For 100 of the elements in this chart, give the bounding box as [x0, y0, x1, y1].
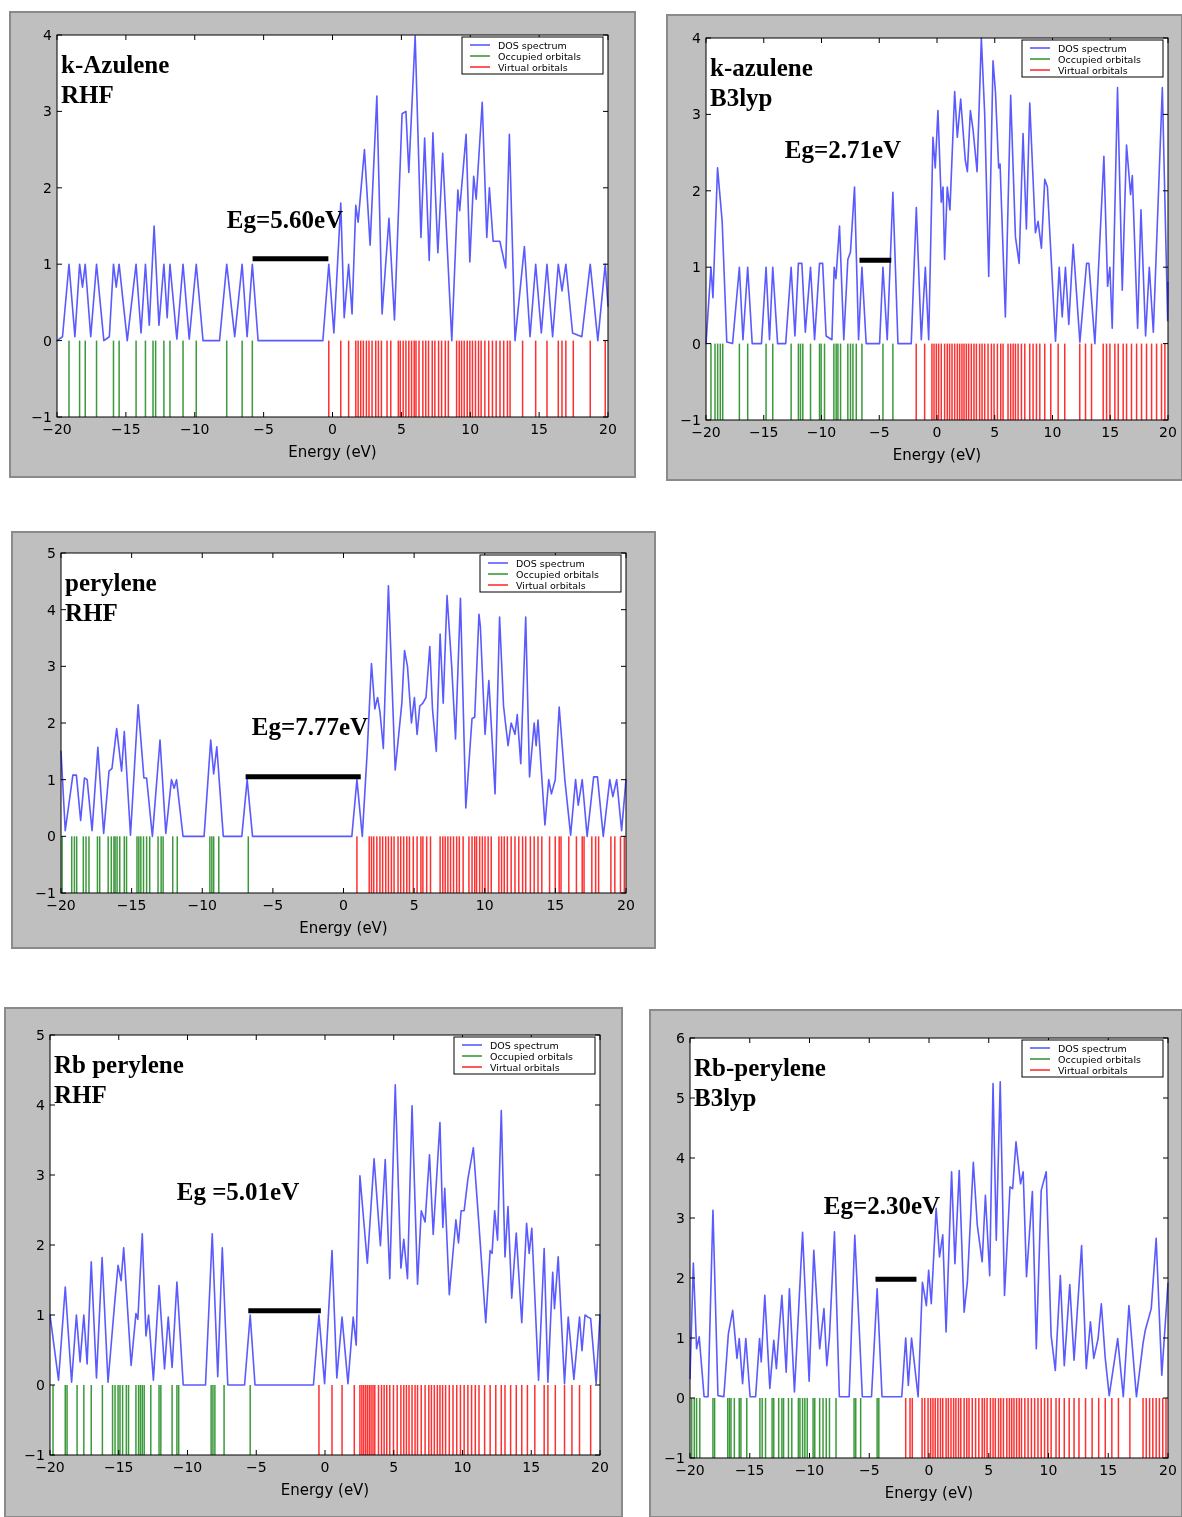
annotation: Eg=7.77eV — [251, 713, 369, 740]
y-tick-label: 4 — [43, 27, 53, 43]
x-tick-label: 20 — [591, 1459, 609, 1475]
x-tick-label: 20 — [599, 421, 617, 437]
y-tick-label: 0 — [676, 1390, 685, 1406]
legend-label: Virtual orbitals — [1058, 64, 1128, 76]
x-tick-label: 20 — [617, 897, 635, 913]
text: B3lyp — [694, 1084, 757, 1111]
text: RHF — [61, 81, 114, 108]
y-tick-label: 1 — [36, 1307, 45, 1323]
y-tick-label: 1 — [676, 1330, 685, 1346]
legend-label: Virtual orbitals — [498, 61, 568, 73]
x-tick-label: 15 — [522, 1459, 541, 1475]
legend-label: Occupied orbitals — [490, 1050, 574, 1062]
x-tick-label: 15 — [1101, 424, 1120, 440]
x-tick-label: 10 — [1039, 1462, 1058, 1478]
x-axis-title: Energy (eV) — [299, 919, 388, 937]
x-tick-label: 20 — [1159, 424, 1177, 440]
y-tick-label: 3 — [692, 106, 701, 123]
x-tick-label: 15 — [530, 421, 549, 437]
x-tick-label: −10 — [179, 421, 210, 437]
x-tick-label: 10 — [461, 421, 480, 437]
y-tick-label: 3 — [676, 1210, 685, 1226]
y-tick-label: 5 — [676, 1090, 685, 1106]
x-tick-label: −10 — [172, 1459, 203, 1475]
legend-label: Virtual orbitals — [1058, 1064, 1128, 1076]
x-tick-label: −15 — [103, 1459, 134, 1475]
x-tick-label: −10 — [794, 1462, 825, 1478]
y-tick-label: 5 — [47, 545, 56, 561]
y-tick-label: 2 — [43, 179, 52, 196]
annotation: Eg =5.01eV — [176, 1178, 300, 1205]
x-tick-label: 10 — [475, 897, 494, 913]
x-tick-label: −15 — [748, 424, 779, 440]
x-tick-label: 5 — [990, 424, 1000, 440]
legend-label: DOS spectrum — [1058, 42, 1127, 54]
y-tick-label: 0 — [692, 335, 701, 352]
y-tick-label: 2 — [676, 1270, 685, 1286]
x-tick-label: 5 — [984, 1462, 994, 1478]
y-tick-label: 0 — [43, 332, 52, 349]
annotation: Eg=2.71eV — [784, 136, 902, 163]
x-tick-label: −5 — [245, 1459, 267, 1475]
y-tick-label: 2 — [692, 182, 701, 199]
x-tick-label: 5 — [409, 897, 419, 913]
y-tick-label: 1 — [43, 256, 52, 273]
legend-label: Occupied orbitals — [1058, 53, 1142, 65]
x-tick-label: 5 — [396, 421, 406, 437]
text: Rb-perylene — [694, 1054, 826, 1081]
x-tick-label: 0 — [339, 897, 348, 913]
x-tick-label: −5 — [858, 1462, 880, 1478]
x-tick-label: −10 — [806, 424, 837, 440]
x-axis-title: Energy (eV) — [280, 1481, 370, 1499]
legend-label: DOS spectrum — [516, 557, 585, 569]
x-tick-label: 15 — [546, 897, 565, 913]
legend-label: DOS spectrum — [498, 39, 567, 51]
x-tick-label: −15 — [734, 1462, 765, 1478]
text: k-Azulene — [61, 51, 170, 78]
y-tick-label: 5 — [36, 1027, 45, 1043]
y-tick-label: 4 — [676, 1150, 686, 1166]
x-axis-title: Energy (eV) — [288, 443, 377, 461]
y-tick-label: 4 — [692, 30, 702, 46]
text: B3lyp — [710, 84, 773, 111]
x-tick-label: −5 — [253, 421, 274, 437]
legend-label: DOS spectrum — [1058, 1042, 1127, 1054]
y-tick-label: 3 — [43, 103, 52, 120]
y-tick-label: 2 — [47, 715, 56, 731]
x-tick-label: 0 — [328, 421, 337, 437]
text: Rb perylene — [54, 1051, 184, 1078]
legend-label: Virtual orbitals — [490, 1061, 560, 1073]
y-tick-label: 6 — [676, 1030, 686, 1046]
y-tick-label: 1 — [692, 259, 701, 276]
y-tick-label: 3 — [47, 658, 56, 675]
x-tick-label: 15 — [1099, 1462, 1118, 1478]
legend-label: Occupied orbitals — [516, 568, 600, 580]
x-axis-title: Energy (eV) — [884, 1484, 974, 1502]
text: RHF — [54, 1081, 107, 1108]
x-tick-label: −15 — [111, 421, 141, 437]
y-tick-label: 3 — [36, 1167, 45, 1183]
x-tick-label: −15 — [116, 897, 147, 913]
legend-label: Occupied orbitals — [1058, 1053, 1142, 1065]
text: perylene — [65, 569, 157, 596]
y-tick-label: 1 — [47, 771, 56, 788]
y-tick-label: 4 — [47, 601, 57, 618]
x-tick-label: −10 — [187, 897, 218, 913]
text: RHF — [65, 599, 118, 626]
legend-label: Virtual orbitals — [516, 579, 586, 591]
legend-label: DOS spectrum — [490, 1039, 559, 1051]
x-tick-label: −5 — [262, 897, 284, 913]
x-tick-label: 10 — [1043, 424, 1062, 440]
y-tick-label: 4 — [36, 1097, 46, 1113]
annotation: Eg=2.30eV — [823, 1192, 941, 1219]
x-tick-label: 0 — [924, 1462, 934, 1478]
x-tick-label: −5 — [868, 424, 890, 440]
legend-label: Occupied orbitals — [498, 50, 582, 62]
text: k-azulene — [710, 54, 813, 81]
y-tick-label: 0 — [47, 828, 56, 845]
x-axis-title: Energy (eV) — [892, 446, 982, 464]
x-tick-label: 10 — [453, 1459, 472, 1475]
y-tick-label: 0 — [36, 1377, 45, 1393]
x-tick-label: 20 — [1159, 1462, 1177, 1478]
y-tick-label: 2 — [36, 1237, 45, 1253]
